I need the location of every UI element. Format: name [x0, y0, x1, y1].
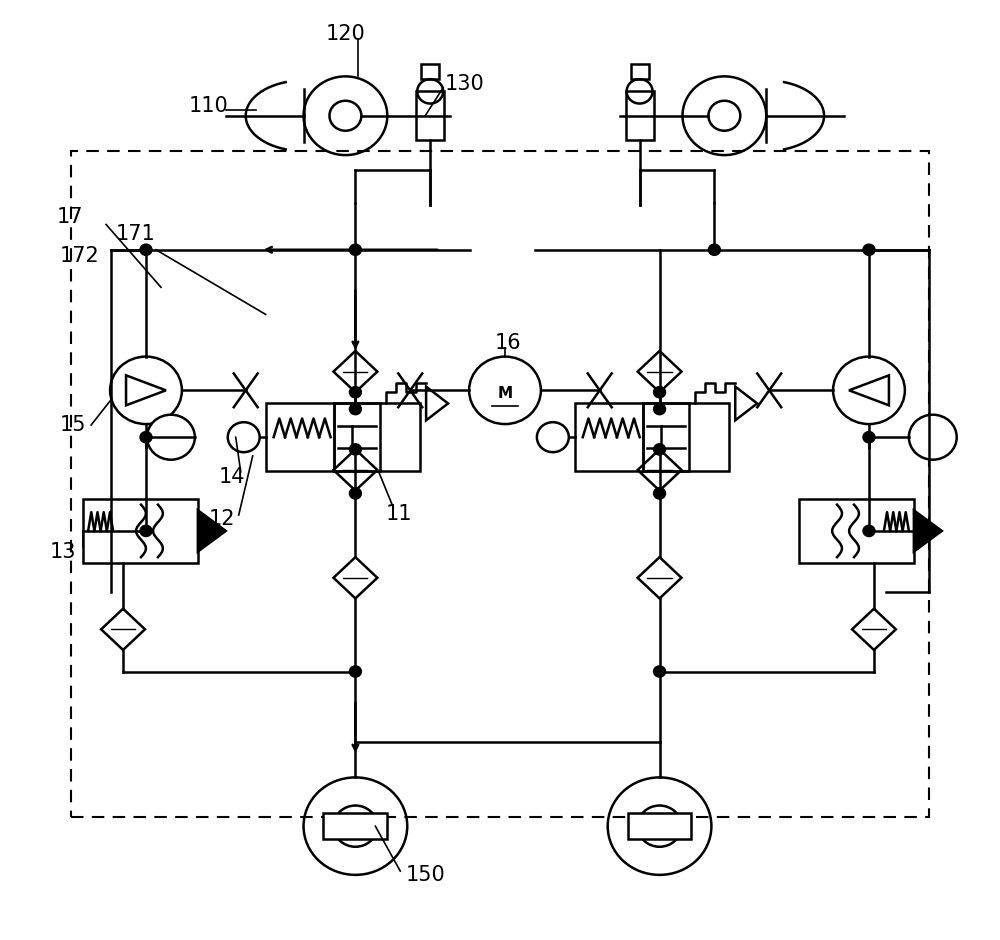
Bar [626, 91, 654, 140]
Circle shape [349, 444, 361, 455]
Bar [71, 151, 929, 817]
Text: M: M [497, 385, 513, 400]
Circle shape [863, 525, 875, 537]
Circle shape [654, 488, 666, 499]
Circle shape [654, 386, 666, 398]
Text: 13: 13 [49, 542, 76, 562]
Polygon shape [198, 510, 226, 552]
Circle shape [140, 431, 152, 443]
Circle shape [349, 386, 361, 398]
Circle shape [349, 244, 361, 256]
Text: 11: 11 [385, 504, 412, 524]
Text: 120: 120 [325, 24, 365, 44]
Bar [323, 813, 387, 839]
Bar [416, 91, 444, 140]
Bar [799, 499, 914, 563]
Text: 17: 17 [56, 207, 83, 227]
Text: 14: 14 [219, 467, 245, 488]
Circle shape [863, 244, 875, 256]
Circle shape [349, 666, 361, 677]
Text: 15: 15 [59, 415, 86, 435]
Text: 130: 130 [445, 74, 485, 94]
Text: 12: 12 [209, 509, 235, 528]
Bar [83, 499, 198, 563]
Text: 16: 16 [495, 334, 522, 353]
Circle shape [708, 244, 720, 256]
Text: 110: 110 [189, 97, 229, 117]
Circle shape [147, 415, 195, 460]
Text: 171: 171 [116, 224, 156, 243]
Text: 172: 172 [59, 246, 99, 266]
Circle shape [654, 666, 666, 677]
Circle shape [349, 403, 361, 415]
Circle shape [863, 431, 875, 443]
Bar [631, 64, 649, 79]
Bar [628, 813, 691, 839]
Circle shape [140, 244, 152, 256]
Circle shape [654, 403, 666, 415]
Circle shape [909, 415, 957, 460]
Bar [266, 403, 420, 471]
Circle shape [140, 525, 152, 537]
Polygon shape [914, 510, 942, 552]
Bar [575, 403, 729, 471]
Bar [643, 403, 689, 471]
Text: 150: 150 [405, 865, 445, 885]
Circle shape [349, 488, 361, 499]
Bar [421, 64, 439, 79]
Bar [334, 403, 380, 471]
Circle shape [654, 444, 666, 455]
